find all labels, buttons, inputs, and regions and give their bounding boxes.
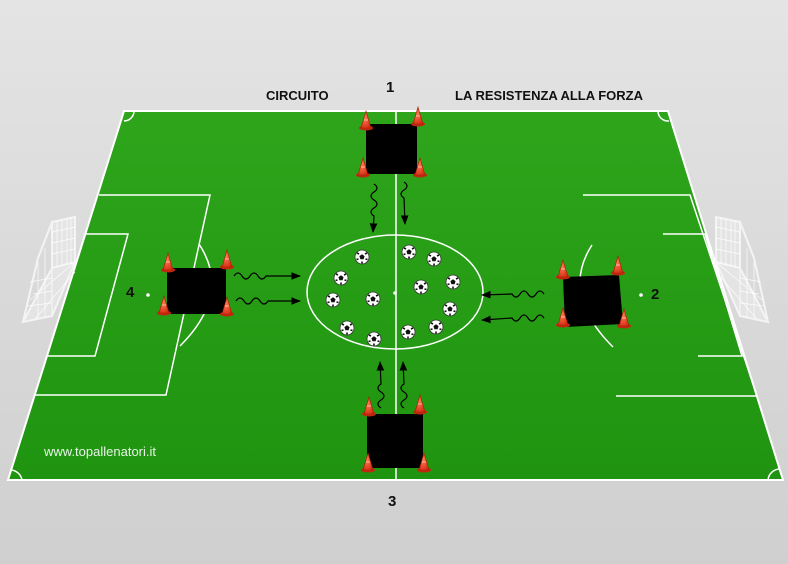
squiggle-arrow-icon <box>369 183 378 233</box>
football-icon <box>365 291 381 307</box>
cone-icon <box>413 156 427 178</box>
station-3-box <box>367 414 423 468</box>
left-goal-icon <box>21 215 76 324</box>
station-3-number: 3 <box>388 493 397 510</box>
title-circuito: CIRCUITO <box>266 88 329 103</box>
football-icon <box>442 301 458 317</box>
cone-icon <box>411 105 425 127</box>
cone-icon <box>362 395 376 417</box>
cone-icon <box>556 306 570 328</box>
cone-icon <box>359 109 373 131</box>
football-icon <box>401 244 417 260</box>
right-goal-icon <box>715 215 770 324</box>
squiggle-arrow-icon <box>481 290 545 299</box>
station-2-number: 2 <box>651 286 660 303</box>
right-goal-area <box>663 233 744 357</box>
corner-arc <box>123 110 135 122</box>
cones-group <box>157 105 631 473</box>
cone-icon <box>413 393 427 415</box>
corner-arc <box>767 468 781 481</box>
balls-group <box>325 244 461 347</box>
left-goal-area <box>48 233 129 357</box>
title-resistenza: LA RESISTENZA ALLA FORZA <box>455 88 644 103</box>
squiggle-arrow-icon <box>235 297 301 305</box>
cone-icon <box>220 248 234 270</box>
football-icon <box>428 319 444 335</box>
football-icon <box>366 331 382 347</box>
cone-icon <box>356 156 370 178</box>
cone-icon <box>361 451 375 473</box>
football-icon <box>426 251 442 267</box>
station-1-number: 1 <box>386 79 395 96</box>
corner-arc <box>9 469 23 481</box>
right-penalty-spot <box>639 293 643 297</box>
station-1-box <box>366 124 417 174</box>
station-4-number: 4 <box>126 284 135 301</box>
website-watermark: www.topallenatori.it <box>44 444 156 459</box>
cone-icon <box>617 307 631 329</box>
cone-icon <box>417 451 431 473</box>
cone-icon <box>220 295 234 317</box>
football-icon <box>339 320 355 336</box>
squiggle-arrow-icon <box>481 314 545 324</box>
cone-icon <box>611 254 625 276</box>
football-icon <box>400 324 416 340</box>
football-icon <box>445 274 461 290</box>
squiggle-arrow-icon <box>399 361 408 409</box>
cone-icon <box>556 258 570 280</box>
football-icon <box>354 249 370 265</box>
squiggle-arrow-icon <box>376 361 385 409</box>
left-penalty-spot <box>146 293 150 297</box>
center-spot <box>393 291 397 295</box>
corner-arc <box>657 110 670 122</box>
arrows-group <box>233 181 545 409</box>
squiggle-arrow-icon <box>233 272 301 280</box>
football-icon <box>325 292 341 308</box>
cone-icon <box>161 251 175 273</box>
squiggle-arrow-icon <box>400 181 409 225</box>
station-2-box <box>563 275 623 327</box>
football-icon <box>413 279 429 295</box>
football-icon <box>333 270 349 286</box>
cone-icon <box>157 294 171 316</box>
station-4-box <box>167 268 226 314</box>
